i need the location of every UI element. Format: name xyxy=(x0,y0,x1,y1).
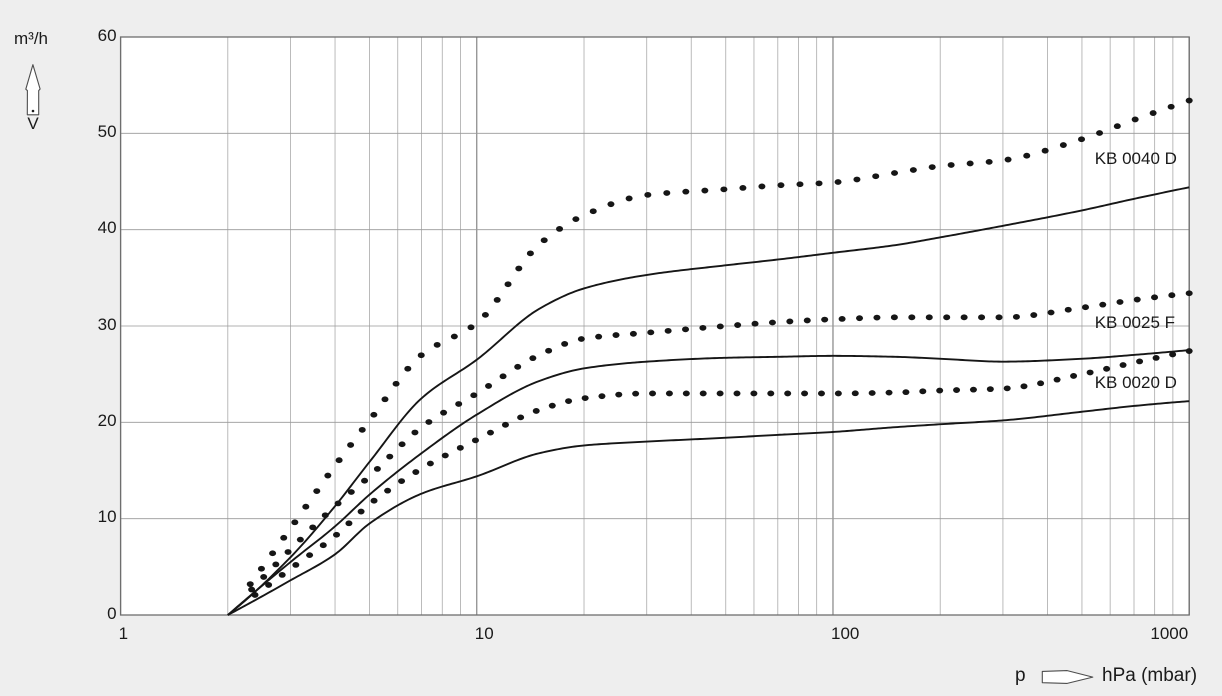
svg-text:V: V xyxy=(27,114,39,133)
